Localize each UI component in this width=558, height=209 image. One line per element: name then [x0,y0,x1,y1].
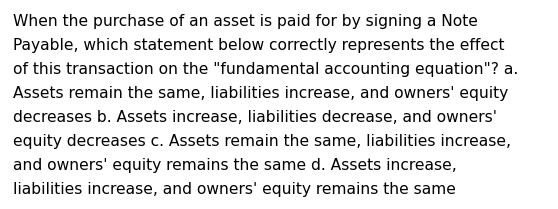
Text: equity decreases c. Assets remain the same, liabilities increase,: equity decreases c. Assets remain the sa… [13,134,511,149]
Text: liabilities increase, and owners' equity remains the same: liabilities increase, and owners' equity… [13,182,456,197]
Text: Assets remain the same, liabilities increase, and owners' equity: Assets remain the same, liabilities incr… [13,86,508,101]
Text: Payable, which statement below correctly represents the effect: Payable, which statement below correctly… [13,38,504,53]
Text: When the purchase of an asset is paid for by signing a Note: When the purchase of an asset is paid fo… [13,14,478,29]
Text: decreases b. Assets increase, liabilities decrease, and owners': decreases b. Assets increase, liabilitie… [13,110,497,125]
Text: of this transaction on the "fundamental accounting equation"? a.: of this transaction on the "fundamental … [13,62,518,77]
Text: and owners' equity remains the same d. Assets increase,: and owners' equity remains the same d. A… [13,158,457,173]
